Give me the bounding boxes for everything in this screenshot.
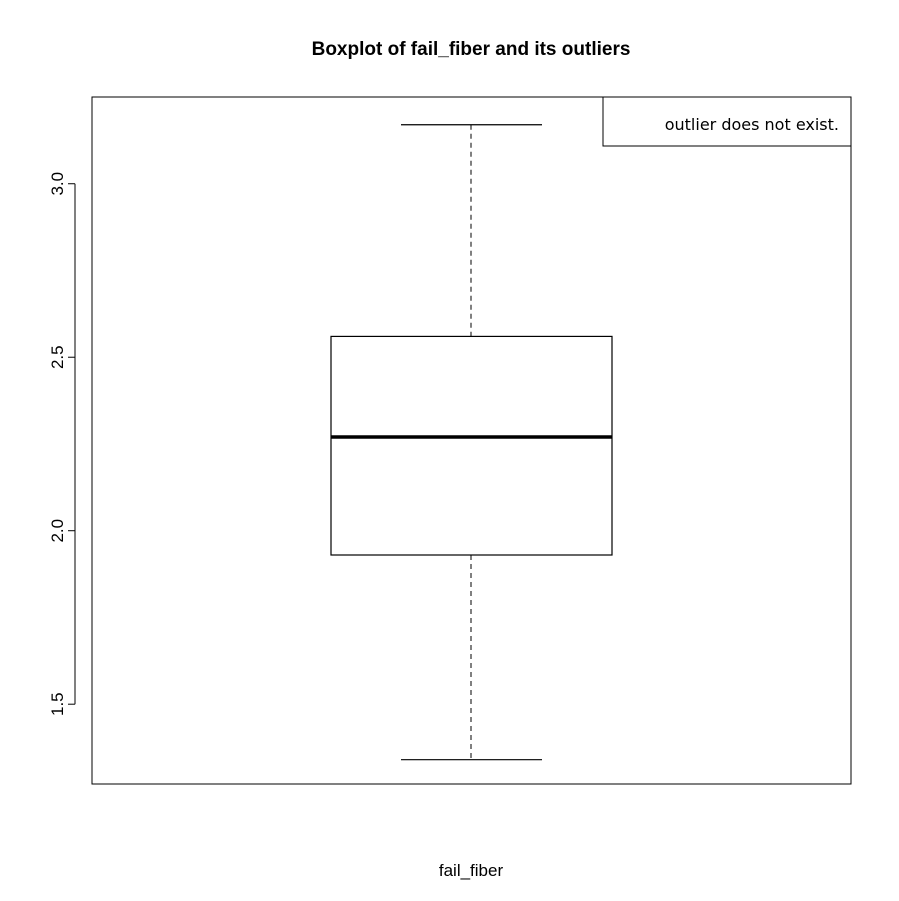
x-axis-label: fail_fiber xyxy=(439,861,504,880)
legend-box xyxy=(602,96,852,147)
legend: outlier does not exist. xyxy=(602,96,852,147)
box-group xyxy=(330,124,613,761)
interquartile-box xyxy=(330,335,613,556)
plot-frame xyxy=(91,96,852,785)
legend-text: outlier does not exist. xyxy=(665,115,839,134)
y-tick-label: 1.5 xyxy=(48,692,67,716)
y-tick-label: 3.0 xyxy=(48,172,67,196)
y-tick-label: 2.5 xyxy=(48,345,67,369)
y-tick-label: 2.0 xyxy=(48,519,67,543)
chart-title: Boxplot of fail_fiber and its outliers xyxy=(312,39,631,60)
y-axis: 1.5 2.0 2.5 3.0 xyxy=(48,172,76,716)
